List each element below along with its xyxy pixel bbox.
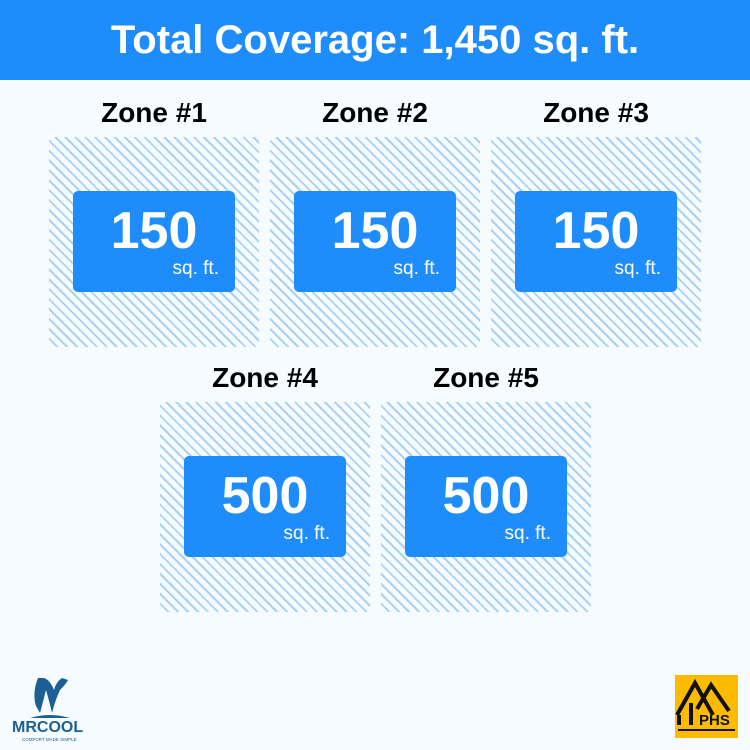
zone-area: 500 sq. ft. <box>381 402 591 612</box>
coverage-unit: sq. ft. <box>504 523 551 544</box>
page-title: Total Coverage: 1,450 sq. ft. <box>0 0 750 80</box>
coverage-value: 500 <box>221 467 309 525</box>
phs-logo: PHS <box>675 675 738 738</box>
mrcool-logo: MRCOOL COMFORT MADE SIMPLE <box>10 668 120 743</box>
coverage-value: 150 <box>331 202 419 260</box>
coverage-unit: sq. ft. <box>393 258 440 279</box>
zone-label: Zone #5 <box>433 362 539 393</box>
coverage-value: 150 <box>552 202 640 260</box>
zone-2: Zone #2 150 sq. ft. <box>270 97 480 347</box>
svg-text:PHS: PHS <box>699 712 730 729</box>
coverage-box: 150 sq. ft. <box>73 191 235 292</box>
coverage-box: 150 sq. ft. <box>515 191 677 292</box>
zone-area: 150 sq. ft. <box>270 137 480 347</box>
zone-4: Zone #4 500 sq. ft. <box>160 362 370 612</box>
coverage-value: 500 <box>442 467 530 525</box>
zone-1: Zone #1 150 sq. ft. <box>49 97 259 347</box>
zone-5: Zone #5 500 sq. ft. <box>381 362 591 612</box>
svg-text:COMFORT MADE SIMPLE: COMFORT MADE SIMPLE <box>22 737 77 742</box>
zone-3: Zone #3 150 sq. ft. <box>491 97 701 347</box>
zone-label: Zone #2 <box>322 97 428 128</box>
zone-label: Zone #4 <box>212 362 318 393</box>
zone-label: Zone #1 <box>101 97 207 128</box>
zone-area: 150 sq. ft. <box>49 137 259 347</box>
coverage-box: 150 sq. ft. <box>294 191 456 292</box>
zone-area: 500 sq. ft. <box>160 402 370 612</box>
coverage-unit: sq. ft. <box>614 258 661 279</box>
zone-area: 150 sq. ft. <box>491 137 701 347</box>
coverage-unit: sq. ft. <box>283 523 330 544</box>
zone-label: Zone #3 <box>543 97 649 128</box>
svg-text:MRCOOL: MRCOOL <box>12 719 83 736</box>
coverage-box: 500 sq. ft. <box>184 456 346 557</box>
coverage-unit: sq. ft. <box>172 258 219 279</box>
coverage-value: 150 <box>110 202 198 260</box>
coverage-box: 500 sq. ft. <box>405 456 567 557</box>
